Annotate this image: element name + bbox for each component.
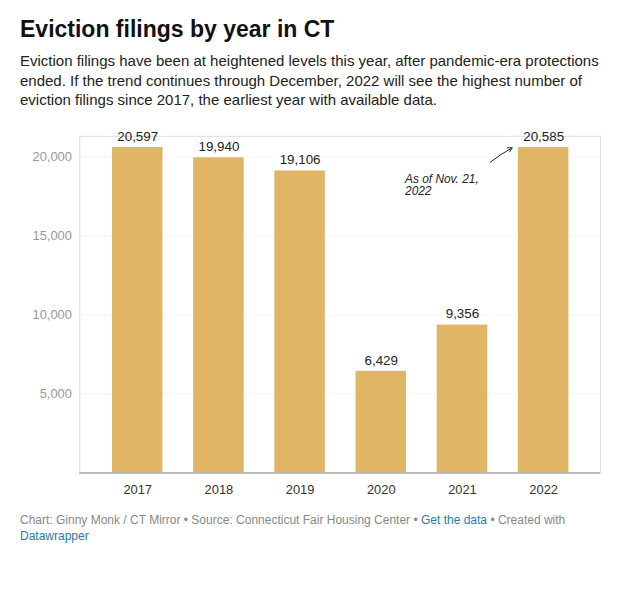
svg-text:20,000: 20,000	[33, 148, 72, 163]
svg-text:15,000: 15,000	[33, 227, 72, 242]
html-text:Eviction filings by year in CT: Eviction filings by year in CT	[20, 16, 335, 42]
svg-text:10,000: 10,000	[33, 307, 72, 322]
svg-text:6,429: 6,429	[365, 352, 398, 367]
svg-text:19,940: 19,940	[198, 139, 239, 154]
svg-text:2020: 2020	[367, 481, 396, 496]
html-text:Chart: Ginny Monk / CT Mirror: Chart: Ginny Monk / CT Mirror • Source: …	[20, 512, 566, 527]
html-text:Datawrapper: Datawrapper	[20, 529, 89, 544]
html-text:Eviction filings have been at: Eviction filings have been at heightened…	[20, 52, 599, 108]
svg-text:2018: 2018	[205, 481, 234, 496]
svg-text:2017: 2017	[123, 481, 152, 496]
svg-text:As of Nov. 21,2022: As of Nov. 21,2022	[404, 171, 479, 197]
svg-text:9,356: 9,356	[446, 306, 479, 321]
svg-text:5,000: 5,000	[40, 386, 72, 401]
svg-text:19,106: 19,106	[280, 152, 321, 167]
svg-text:2022: 2022	[529, 481, 558, 496]
svg-text:20,597: 20,597	[117, 128, 158, 143]
svg-text:20,585: 20,585	[523, 128, 564, 143]
svg-text:2021: 2021	[448, 481, 477, 496]
svg-text:2019: 2019	[286, 481, 315, 496]
